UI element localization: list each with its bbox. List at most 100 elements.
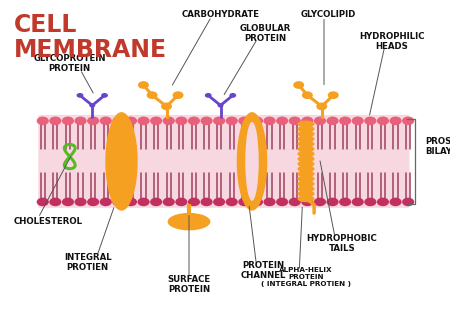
Circle shape	[293, 81, 304, 89]
Circle shape	[339, 116, 351, 125]
Circle shape	[402, 116, 414, 125]
Circle shape	[89, 103, 95, 107]
Ellipse shape	[297, 185, 315, 192]
Text: HYDROPHILIC
HEADS: HYDROPHILIC HEADS	[359, 31, 424, 51]
Circle shape	[389, 197, 401, 206]
Circle shape	[188, 116, 200, 125]
Circle shape	[351, 116, 364, 125]
Circle shape	[36, 197, 49, 206]
Circle shape	[87, 197, 99, 206]
Ellipse shape	[245, 122, 259, 201]
Ellipse shape	[297, 165, 315, 172]
Text: GLOBULAR
PROTEIN: GLOBULAR PROTEIN	[240, 24, 291, 43]
Ellipse shape	[297, 160, 315, 167]
Circle shape	[328, 91, 339, 99]
Circle shape	[302, 197, 313, 206]
Ellipse shape	[297, 141, 315, 148]
Circle shape	[302, 91, 313, 99]
Circle shape	[150, 116, 162, 125]
Text: GLYCOLIPID: GLYCOLIPID	[301, 10, 356, 19]
Text: SURFACE
PROTEIN: SURFACE PROTEIN	[167, 275, 211, 294]
Text: INTEGRAL
PROTIEN: INTEGRAL PROTIEN	[64, 252, 112, 272]
Circle shape	[163, 116, 175, 125]
Circle shape	[251, 197, 263, 206]
Text: PROSPHOLIPID
BILAYER: PROSPHOLIPID BILAYER	[425, 136, 450, 156]
Circle shape	[175, 116, 187, 125]
Circle shape	[264, 197, 275, 206]
Circle shape	[402, 197, 414, 206]
Circle shape	[288, 197, 301, 206]
Ellipse shape	[297, 175, 315, 182]
Circle shape	[138, 197, 149, 206]
Circle shape	[147, 91, 158, 99]
Ellipse shape	[297, 170, 315, 177]
Circle shape	[201, 116, 212, 125]
Circle shape	[230, 93, 236, 98]
Circle shape	[112, 197, 124, 206]
Circle shape	[87, 116, 99, 125]
Circle shape	[217, 103, 224, 107]
Circle shape	[112, 116, 124, 125]
Text: ALPHA-HELIX
PROTEIN
( INTEGRAL PROTIEN ): ALPHA-HELIX PROTEIN ( INTEGRAL PROTIEN )	[261, 267, 351, 287]
Circle shape	[302, 116, 313, 125]
Ellipse shape	[297, 130, 315, 137]
Circle shape	[276, 116, 288, 125]
Circle shape	[238, 116, 250, 125]
Circle shape	[125, 197, 137, 206]
Circle shape	[377, 116, 389, 125]
Circle shape	[225, 197, 238, 206]
Circle shape	[175, 197, 187, 206]
Circle shape	[213, 197, 225, 206]
Ellipse shape	[105, 112, 138, 211]
Text: CHOLESTEROL: CHOLESTEROL	[14, 217, 82, 225]
Ellipse shape	[297, 145, 315, 152]
Circle shape	[74, 116, 86, 125]
Circle shape	[339, 197, 351, 206]
Circle shape	[101, 93, 108, 98]
FancyBboxPatch shape	[38, 115, 410, 208]
Circle shape	[326, 197, 338, 206]
Circle shape	[201, 197, 212, 206]
Ellipse shape	[297, 135, 315, 142]
Text: CARBOHYDRATE: CARBOHYDRATE	[181, 10, 260, 19]
Text: CELL
MEMBRANE: CELL MEMBRANE	[14, 13, 166, 62]
Ellipse shape	[297, 195, 315, 202]
Ellipse shape	[297, 190, 315, 197]
Text: GLYCOPROTEIN
PROTEIN: GLYCOPROTEIN PROTEIN	[33, 54, 106, 73]
Ellipse shape	[297, 126, 315, 133]
Ellipse shape	[297, 180, 315, 187]
Circle shape	[100, 197, 112, 206]
Circle shape	[76, 93, 83, 98]
Ellipse shape	[167, 213, 211, 230]
Circle shape	[125, 116, 137, 125]
Circle shape	[364, 197, 376, 206]
Ellipse shape	[237, 112, 267, 211]
Ellipse shape	[297, 121, 315, 128]
Circle shape	[351, 197, 364, 206]
Circle shape	[188, 197, 200, 206]
Circle shape	[238, 197, 250, 206]
Circle shape	[138, 116, 149, 125]
Circle shape	[314, 116, 326, 125]
Circle shape	[62, 197, 74, 206]
Circle shape	[205, 93, 211, 98]
Text: PROTEIN
CHANNEL: PROTEIN CHANNEL	[241, 260, 286, 280]
Circle shape	[62, 116, 74, 125]
Text: HYDROPHOBIC
TAILS: HYDROPHOBIC TAILS	[306, 233, 378, 253]
Circle shape	[50, 197, 61, 206]
Ellipse shape	[297, 150, 315, 157]
Circle shape	[163, 197, 175, 206]
Circle shape	[316, 102, 327, 110]
Circle shape	[150, 197, 162, 206]
Circle shape	[138, 81, 149, 89]
Circle shape	[161, 102, 172, 110]
Circle shape	[288, 116, 301, 125]
Circle shape	[100, 116, 112, 125]
Circle shape	[225, 116, 238, 125]
Circle shape	[36, 116, 49, 125]
Ellipse shape	[297, 156, 315, 162]
Circle shape	[389, 116, 401, 125]
Circle shape	[213, 116, 225, 125]
Circle shape	[251, 116, 263, 125]
Circle shape	[314, 197, 326, 206]
